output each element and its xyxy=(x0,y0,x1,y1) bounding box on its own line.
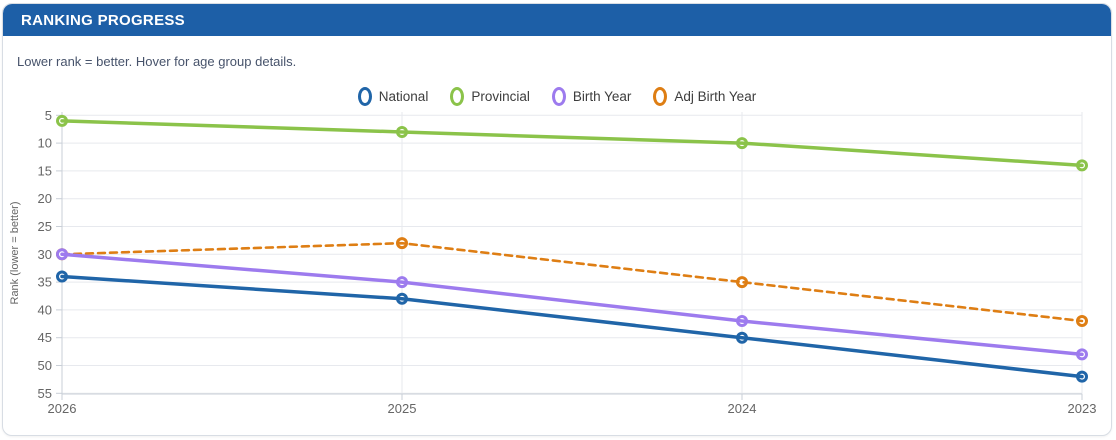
y-tick-label: 5 xyxy=(45,108,52,123)
y-tick-label: 20 xyxy=(38,191,52,206)
ranking-progress-card: RANKING PROGRESS Lower rank = better. Ho… xyxy=(2,3,1112,436)
legend-label-adj-birth-year: Adj Birth Year xyxy=(674,89,757,104)
legend-item-national[interactable]: National xyxy=(357,87,429,106)
legend-item-birth-year[interactable]: Birth Year xyxy=(551,87,632,106)
series-line-national xyxy=(60,274,1084,379)
legend-label-provincial: Provincial xyxy=(471,89,530,104)
provincial-legend-marker-icon xyxy=(450,87,465,106)
x-tick-label: 2023 xyxy=(1068,401,1097,416)
series-line-adj-birth-year xyxy=(60,241,1084,323)
y-tick-label: 50 xyxy=(38,358,52,373)
legend-item-provincial[interactable]: Provincial xyxy=(450,87,530,106)
y-tick-label: 15 xyxy=(38,163,52,178)
y-tick-label: 10 xyxy=(38,136,52,151)
y-tick-label: 45 xyxy=(38,330,52,345)
x-tick-label: 2024 xyxy=(728,401,757,416)
y-tick-label: 55 xyxy=(38,386,52,401)
series-line-provincial xyxy=(60,119,1084,168)
birth-year-legend-marker-icon xyxy=(551,87,566,106)
legend-label-national: National xyxy=(378,89,429,104)
x-tick-label: 2025 xyxy=(388,401,417,416)
y-tick-label: 40 xyxy=(38,302,52,317)
y-tick-label: 35 xyxy=(38,275,52,290)
legend-item-adj-birth-year[interactable]: Adj Birth Year xyxy=(653,87,756,106)
legend-label-birth-year: Birth Year xyxy=(572,89,632,104)
page-title: RANKING PROGRESS xyxy=(21,11,185,29)
y-tick-label: 25 xyxy=(38,219,52,234)
card-header: RANKING PROGRESS xyxy=(3,4,1111,36)
chart-subtitle: Lower rank = better. Hover for age group… xyxy=(17,54,297,69)
national-legend-marker-icon xyxy=(357,87,372,106)
y-tick-label: 30 xyxy=(38,247,52,262)
y-axis-title: Rank (lower = better) xyxy=(9,201,21,304)
x-tick-label: 2026 xyxy=(48,401,77,416)
series-line-birth-year xyxy=(60,252,1084,357)
chart-legend: National Provincial Birth Year Adj Birth… xyxy=(3,87,1111,106)
adj-birth-year-legend-marker-icon xyxy=(653,87,668,106)
